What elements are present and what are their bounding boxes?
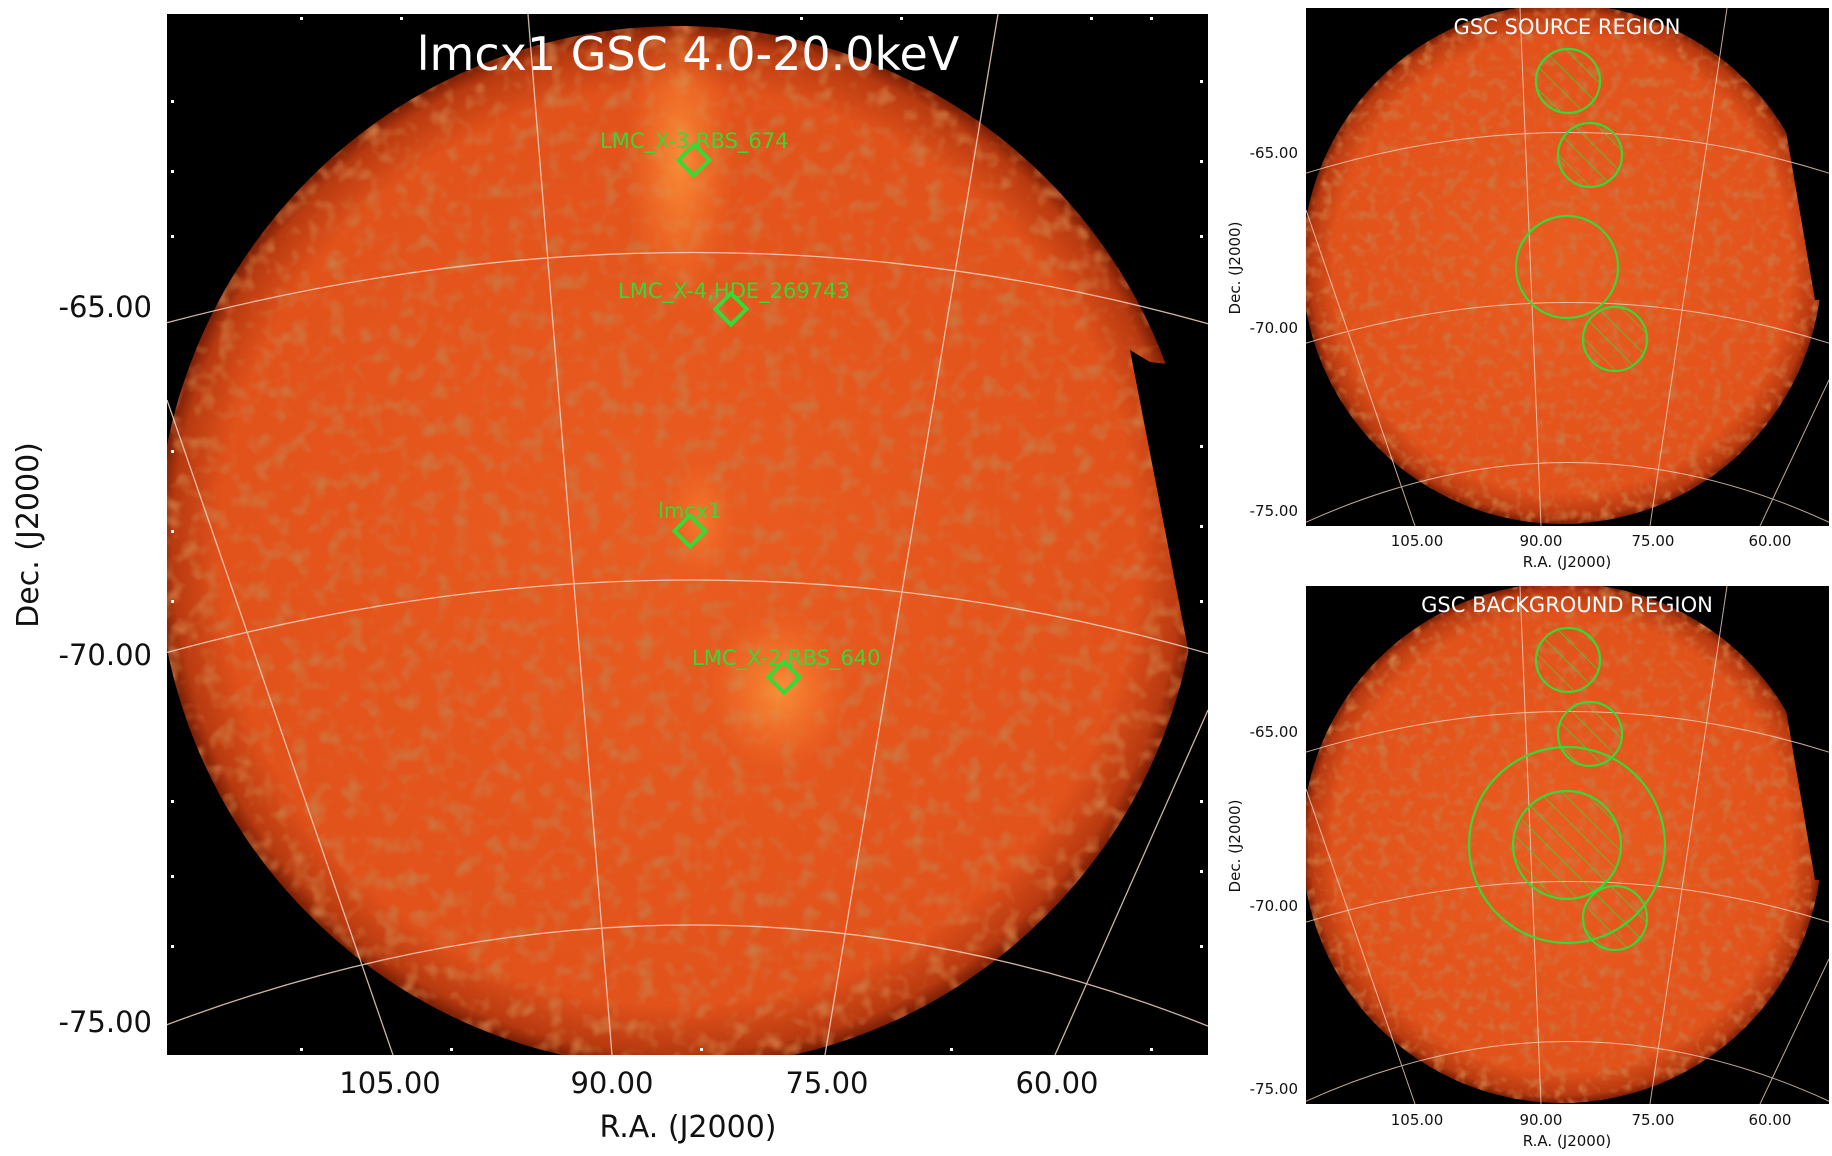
background-regions <box>1467 626 1667 952</box>
source-x-tick-4: 60.00 <box>1749 532 1792 550</box>
background-annulus-inner <box>1511 789 1623 901</box>
exclusion-circle-lmc-x2 <box>1581 305 1649 373</box>
background-region-panel: GSC BACKGROUND REGION 105.00 90.00 75.00… <box>1226 586 1829 1150</box>
bkg-exclusion-circle-lmc-x3 <box>1534 626 1602 694</box>
main-x-tick-1: 105.00 <box>339 1066 440 1100</box>
main-x-tick-4: 60.00 <box>1015 1066 1098 1100</box>
source-x-tick-3: 75.00 <box>1632 532 1675 550</box>
source-y-tick-3: -75.00 <box>1250 502 1298 520</box>
source-sky-image: GSC SOURCE REGION <box>1306 8 1829 526</box>
source-marker-lmcx1 <box>671 512 709 550</box>
main-source-markers <box>671 141 803 696</box>
main-y-tick-1: -65.00 <box>59 290 153 324</box>
background-x-tick-2: 90.00 <box>1520 1111 1563 1129</box>
background-y-tick-3: -75.00 <box>1250 1080 1298 1098</box>
main-coordinate-grid <box>167 14 1208 1055</box>
background-annulus-outer <box>1467 745 1667 945</box>
source-y-axis-label: Dec. (J2000) <box>1226 222 1244 315</box>
main-y-tick-2: -70.00 <box>59 638 153 672</box>
background-x-tick-3: 75.00 <box>1632 1111 1675 1129</box>
bkg-exclusion-circle-lmc-x2 <box>1581 884 1649 952</box>
source-circle-lmcx1 <box>1514 214 1620 320</box>
source-panel-title: GSC SOURCE REGION <box>1454 15 1681 39</box>
background-panel-title: GSC BACKGROUND REGION <box>1421 593 1713 617</box>
exclusion-circle-lmc-x3 <box>1534 47 1602 115</box>
source-y-tick-1: -65.00 <box>1250 144 1298 162</box>
main-x-tick-2: 90.00 <box>570 1066 653 1100</box>
source-label-lmc-x3: LMC_X-3,RBS_674 <box>600 129 788 154</box>
main-y-axis-label: Dec. (J2000) <box>11 442 46 628</box>
source-label-lmc-x4: LMC_X-4,HDE_269743 <box>618 279 850 304</box>
source-x-axis-label: R.A. (J2000) <box>1523 553 1612 571</box>
bkg-exclusion-circle-lmc-x4 <box>1556 700 1624 768</box>
background-x-tick-1: 105.00 <box>1391 1111 1444 1129</box>
background-x-tick-4: 60.00 <box>1749 1111 1792 1129</box>
source-x-tick-1: 105.00 <box>1391 532 1444 550</box>
source-marker-lmc-x3 <box>675 141 713 179</box>
source-label-lmcx1: lmcx1 <box>658 499 722 523</box>
main-y-tick-3: -75.00 <box>59 1005 153 1039</box>
source-region-panel: GSC SOURCE REGION 105.00 90.00 75.00 60.… <box>1226 8 1829 571</box>
main-title: lmcx1 GSC 4.0-20.0keV <box>417 27 960 81</box>
source-marker-lmc-x4 <box>712 290 750 328</box>
source-x-tick-2: 90.00 <box>1520 532 1563 550</box>
main-sky-image: LMC_X-3,RBS_674 LMC_X-4,HDE_269743 lmcx1… <box>167 14 1208 1055</box>
background-sky-image: GSC BACKGROUND REGION <box>1306 586 1829 1104</box>
source-y-tick-2: -70.00 <box>1250 319 1298 337</box>
main-panel: LMC_X-3,RBS_674 LMC_X-4,HDE_269743 lmcx1… <box>11 14 1208 1145</box>
background-x-axis-label: R.A. (J2000) <box>1523 1132 1612 1150</box>
source-label-lmc-x2: LMC_X-2,RBS_640 <box>692 646 880 671</box>
main-x-tick-3: 75.00 <box>785 1066 868 1100</box>
main-frame-ticks <box>171 17 1203 1051</box>
background-y-tick-1: -65.00 <box>1250 723 1298 741</box>
exclusion-circle-lmc-x4 <box>1556 121 1624 189</box>
source-regions <box>1514 47 1649 373</box>
background-y-tick-2: -70.00 <box>1250 897 1298 915</box>
main-x-axis-label: R.A. (J2000) <box>600 1110 777 1145</box>
background-y-axis-label: Dec. (J2000) <box>1226 800 1244 893</box>
source-marker-lmc-x2 <box>765 658 803 696</box>
